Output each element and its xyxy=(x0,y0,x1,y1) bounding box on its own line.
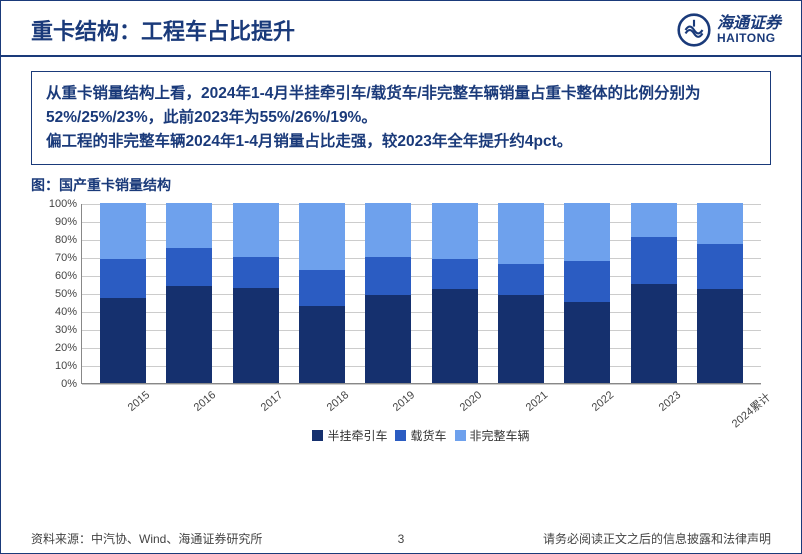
bar xyxy=(100,203,146,383)
legend: 半挂牵引车 载货车 非完整车辆 xyxy=(81,427,761,444)
bars-container xyxy=(82,204,761,383)
bar-segment xyxy=(100,259,146,299)
bar-segment xyxy=(564,203,610,261)
x-tick-label: 2016 xyxy=(192,389,218,414)
bar-segment xyxy=(631,284,677,383)
y-tick-label: 80% xyxy=(55,234,77,246)
bar-segment xyxy=(233,288,279,383)
bar xyxy=(166,203,212,383)
bar-segment xyxy=(166,248,212,286)
x-tick-label: 2017 xyxy=(258,389,284,414)
bar xyxy=(233,203,279,383)
bar-segment xyxy=(299,203,345,270)
bar-segment xyxy=(564,261,610,302)
page-title: 重卡结构：工程车占比提升 xyxy=(31,14,295,46)
chart-title: 图：国产重卡销量结构 xyxy=(31,175,771,195)
bar-segment xyxy=(166,286,212,383)
bar-segment xyxy=(498,203,544,264)
bar-segment xyxy=(365,203,411,257)
y-tick-label: 10% xyxy=(55,360,77,372)
source-text: 资料来源：中汽协、Wind、海通证券研究所 xyxy=(31,530,262,547)
header: 重卡结构：工程车占比提升 海通证券 HAITONG xyxy=(1,1,801,57)
bar-segment xyxy=(365,295,411,383)
legend-item: 非完整车辆 xyxy=(455,427,530,444)
bar-segment xyxy=(697,244,743,289)
summary-p1: 从重卡销量结构上看，2024年1-4月半挂牵引车/载货车/非完整车辆销量占重卡整… xyxy=(46,82,756,130)
legend-label: 非完整车辆 xyxy=(470,427,530,444)
bar-segment xyxy=(432,259,478,290)
bar xyxy=(631,203,677,383)
x-tick-label: 2019 xyxy=(391,389,417,414)
y-tick-label: 30% xyxy=(55,324,77,336)
legend-swatch xyxy=(395,430,406,441)
bar-segment xyxy=(166,203,212,248)
bar-segment xyxy=(299,306,345,383)
y-tick-label: 20% xyxy=(55,342,77,354)
x-tick-label: 2024累计 xyxy=(728,389,774,431)
bar-segment xyxy=(697,203,743,244)
bar xyxy=(365,203,411,383)
x-tick-label: 2018 xyxy=(325,389,351,414)
bar xyxy=(299,203,345,383)
bar xyxy=(697,203,743,383)
y-tick-label: 40% xyxy=(55,306,77,318)
y-tick-label: 70% xyxy=(55,252,77,264)
legend-swatch xyxy=(312,430,323,441)
y-tick-label: 90% xyxy=(55,216,77,228)
x-tick-label: 2023 xyxy=(656,389,682,414)
bar-segment xyxy=(564,302,610,383)
legend-item: 载货车 xyxy=(395,427,446,444)
bar-segment xyxy=(233,203,279,257)
logo: 海通证券 HAITONG xyxy=(677,13,781,47)
bar-segment xyxy=(432,203,478,259)
logo-en-text: HAITONG xyxy=(717,32,781,44)
legend-item: 半挂牵引车 xyxy=(312,427,387,444)
plot-area: 0%10%20%30%40%50%60%70%80%90%100%2015201… xyxy=(81,204,761,384)
bar-segment xyxy=(365,257,411,295)
bar-segment xyxy=(432,289,478,383)
bar-segment xyxy=(233,257,279,288)
y-tick-label: 100% xyxy=(49,198,77,210)
bar-segment xyxy=(498,295,544,383)
bar-segment xyxy=(631,237,677,284)
bar-segment xyxy=(631,203,677,237)
x-tick-label: 2021 xyxy=(524,389,550,414)
page-number: 3 xyxy=(398,532,405,546)
y-tick-label: 50% xyxy=(55,288,77,300)
summary-box: 从重卡销量结构上看，2024年1-4月半挂牵引车/载货车/非完整车辆销量占重卡整… xyxy=(31,71,771,165)
disclaimer-text: 请务必阅读正文之后的信息披露和法律声明 xyxy=(543,530,771,547)
legend-swatch xyxy=(455,430,466,441)
footer: 资料来源：中汽协、Wind、海通证券研究所 3 请务必阅读正文之后的信息披露和法… xyxy=(31,530,771,547)
bar xyxy=(498,203,544,383)
x-tick-label: 2022 xyxy=(590,389,616,414)
logo-cn-text: 海通证券 xyxy=(717,16,781,32)
bar xyxy=(564,203,610,383)
y-tick-label: 60% xyxy=(55,270,77,282)
haitong-logo-icon xyxy=(677,13,711,47)
x-tick-label: 2020 xyxy=(457,389,483,414)
bar-segment xyxy=(498,264,544,295)
bar-segment xyxy=(299,270,345,306)
y-tick-label: 0% xyxy=(61,378,77,390)
x-tick-label: 2015 xyxy=(126,389,152,414)
gridline xyxy=(82,384,761,385)
bar-segment xyxy=(100,203,146,259)
bar xyxy=(432,203,478,383)
chart: 0% 10% 20% 30% 40% 50% 60% 70% 80% 90% 100% 2015 201… xyxy=(31,199,771,444)
legend-label: 半挂牵引车 xyxy=(327,427,387,444)
legend-label: 载货车 xyxy=(410,427,446,444)
summary-p2: 偏工程的非完整车辆2024年1-4月销量占比走强，较2023年全年提升约4pct… xyxy=(46,130,756,154)
bar-segment xyxy=(100,298,146,383)
bar-segment xyxy=(697,289,743,383)
